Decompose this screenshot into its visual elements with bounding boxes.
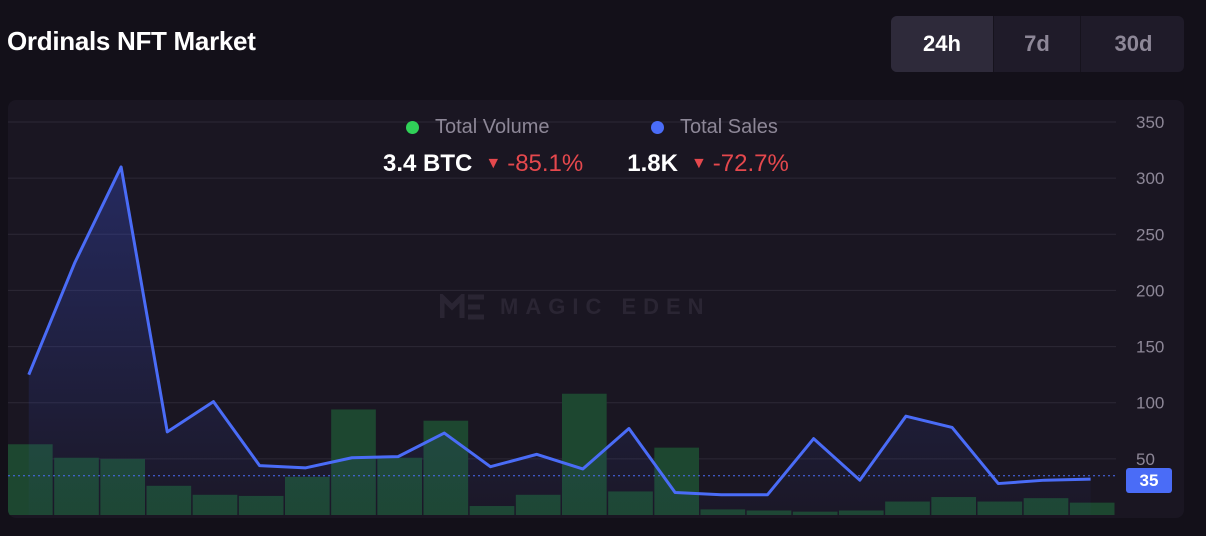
sales-value: 1.8K <box>627 150 678 177</box>
watermark-text: MAGIC EDEN <box>500 294 711 319</box>
tab-7d[interactable]: 7d <box>993 16 1080 72</box>
legend-label-volume: Total Volume <box>435 116 550 138</box>
market-chart: 50 100 150 200 250 300 350 <box>8 113 1164 515</box>
y-tick-label: 200 <box>1136 281 1164 300</box>
sales-line <box>27 165 1091 497</box>
magic-eden-logo-icon <box>440 294 484 320</box>
volume-change: -85.1% <box>507 150 584 177</box>
chart-panel: 50 100 150 200 250 300 350 MAGIC EDEN Total Vo… <box>8 100 1184 518</box>
legend-dot-sales <box>651 121 664 134</box>
legend-dot-volume <box>406 121 419 134</box>
tab-24h[interactable]: 24h <box>891 16 993 72</box>
volume-value: 3.4 BTC <box>383 150 473 177</box>
y-tick-label: 250 <box>1136 225 1164 244</box>
time-range-tabs: 24h 7d 30d <box>891 16 1184 72</box>
legend-item-volume[interactable]: Total Volume <box>406 116 651 139</box>
legend-item-sales[interactable]: Total Sales <box>651 116 778 139</box>
sales-change: -72.7% <box>712 150 789 177</box>
summary-stats: 3.4 BTC ▼ -85.1% 1.8K ▼ -72.7% <box>383 150 789 178</box>
y-tick-label: 100 <box>1136 394 1164 413</box>
page-title: Ordinals NFT Market <box>7 26 256 56</box>
watermark: MAGIC EDEN <box>440 294 711 320</box>
sales-area <box>28 166 1091 515</box>
triangle-down-icon: ▼ <box>485 155 502 172</box>
y-tick-label: 300 <box>1136 169 1164 188</box>
y-tick-label: 350 <box>1136 113 1164 132</box>
chart-legend: Total Volume Total Sales <box>406 116 778 139</box>
tab-30d[interactable]: 30d <box>1080 16 1184 72</box>
y-tick-label: 50 <box>1136 450 1155 469</box>
current-value-badge: 35 <box>1126 468 1172 493</box>
legend-label-sales: Total Sales <box>680 116 778 138</box>
y-tick-label: 150 <box>1136 338 1164 357</box>
triangle-down-icon: ▼ <box>690 155 707 172</box>
